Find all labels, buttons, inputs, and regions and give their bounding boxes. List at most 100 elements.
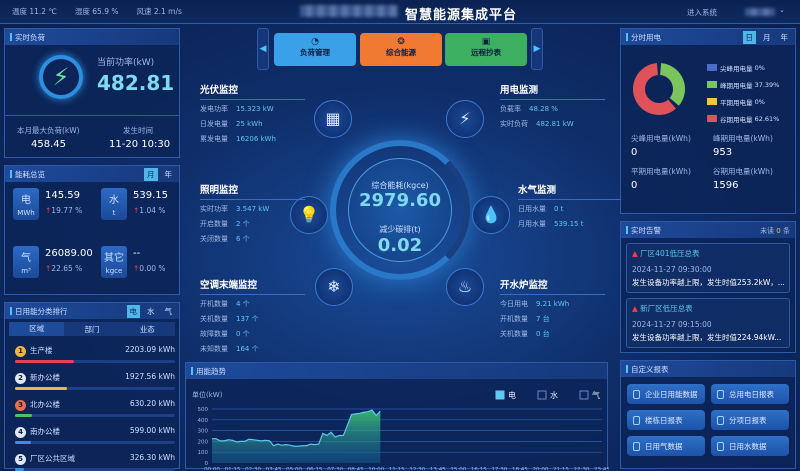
panel-title: 自定义报表 [621,361,795,377]
carbon-value: 0.02 [377,235,423,256]
overview-change: 22.65 % [51,264,83,273]
metric-row: 日用水量 0 t [518,205,564,213]
metric-row: 实时功率 3.547 kW [200,205,270,213]
temperature: 温度 11.2 ℃ [12,7,57,16]
integrated-energy-button[interactable]: ❂ 综合能源 [360,33,442,66]
tab-month[interactable]: 月 [144,168,158,181]
ranking-item: 4 南办公楼 599.00 kWh [5,426,179,444]
water-drop-icon: 💧 [472,196,510,234]
gauge-icon: ◔ [311,37,319,47]
legend-swatch [707,81,717,88]
ranking-value: 630.20 kWh [129,399,175,408]
tab-gas[interactable]: 气 [164,307,173,316]
realtime-load-panel: 实时负荷 ⚡ 当前功率(kW) 482.81 本月最大负荷(kW) 458.45… [4,28,180,158]
y-tick-label: 400 [198,418,209,424]
report-button[interactable]: 日用气数据 [627,436,705,456]
tab-electric[interactable]: 电 [126,305,140,318]
report-button[interactable]: 分项日报表 [711,410,789,430]
rank-medal-icon: 3 [15,400,26,411]
metric-row: 今日用电 9.21 kWh [500,300,570,308]
tab-year[interactable]: 年 [780,33,789,42]
legend-checkbox[interactable] [579,390,589,400]
y-tick-label: 0 [205,461,209,467]
metric-row: 开启数量 2 个 [200,220,250,228]
wind-speed: 风速 2.1 m/s [136,7,182,16]
report-button[interactable]: 企业日用能数据 [627,384,705,404]
subtab-business[interactable]: 业态 [139,324,155,334]
tab-month[interactable]: 月 [763,33,771,42]
overview-item: 电 MWh 145.59 ↑19.77 % [13,188,82,220]
legend-label: 气 [592,390,600,400]
panel-title: 日用能分类排行 [15,306,68,316]
custom-report-panel: 自定义报表 企业日用能数据 总用电日报表 楼栋日报表 分项日报表 日用气数据 日用水数据 [620,360,796,469]
ranking-item: 3 北办公楼 630.20 kWh [5,399,179,417]
section-title: 用电监测 [500,82,605,100]
donut-slice [633,63,676,115]
legend-checkbox[interactable] [495,390,505,400]
alarm-item[interactable]: ▲ 厂区401低压总表 2024-11-27 09:30:00 发生设备功率越上限，… [626,243,790,293]
load-management-button[interactable]: ◔ 负荷管理 [274,33,356,66]
up-arrow-icon: ↑ [45,264,52,273]
metric-row: 发电功率 15.323 kW [200,105,274,113]
boiler-icon: ♨ [446,268,484,306]
solar-panel-icon: ▦ [314,100,352,138]
ranking-bar [15,441,175,444]
y-tick-label: 300 [198,429,209,435]
report-button[interactable]: 楼栋日报表 [627,410,705,430]
metric-row: 故障数量 0 个 [200,330,250,338]
ranking-name: 新办公楼 [30,373,60,382]
metric-row: 日发电量 25 kWh [200,120,263,128]
series-line [212,409,381,447]
prev-arrow-button[interactable]: ◀ [257,28,269,70]
page-title: 智慧能源集成平台 [405,8,518,23]
legend-checkbox[interactable] [537,390,547,400]
energy-trend-panel: 用能趋势 单位(kW) 0 100 200 300 400 500 00:00 01:15 02:… [185,362,609,470]
elec-monitor-section: 用电监测 负载率 48.28 % 实时负荷 482.81 kW [500,82,605,134]
next-arrow-button[interactable]: ▶ [531,28,543,70]
subtab-department[interactable]: 部门 [84,324,100,334]
y-tick-label: 500 [198,407,209,413]
max-load: 458.45 [31,139,66,150]
tou-donut-chart [633,63,685,115]
legend-swatch [707,98,717,105]
metric-row: 未知数量 164 个 [200,345,259,353]
legend-item: 谷期用电量 62.61% [707,110,779,127]
metric-row: 开机数量 4 个 [200,300,250,308]
unread-unit: 条 [783,227,790,235]
overview-change: 0.00 % [139,264,166,273]
overview-value: 539.15 [133,190,168,201]
tab-day[interactable]: 日 [742,31,756,44]
water-monitor-section: 水气监测 日用水量 0 t 月用水量 539.15 t [518,182,623,234]
energy-value: 2979.60 [359,190,441,211]
chevron-down-icon[interactable]: ⌄ [779,6,785,14]
report-button[interactable]: 日用水数据 [711,436,789,456]
user-menu[interactable] [745,8,775,16]
energy-label: 综合能耗(kgce) [371,181,429,190]
occur-time-label: 发生时间 [123,126,153,135]
legend-swatch [707,115,717,122]
section-title: 光伏监控 [200,82,305,100]
meter-icon: ▣ [481,37,491,47]
ranking-name: 生产楼 [30,346,53,355]
humidity: 湿度 65.9 % [74,7,119,16]
power-label: 当前功率(kW) [97,58,155,68]
tab-water[interactable]: 水 [147,307,155,316]
category-badge: 电 MWh [13,188,39,220]
ranking-bar [15,360,175,363]
overview-value: 145.59 [45,190,80,201]
remote-meter-button[interactable]: ▣ 远程抄表 [445,33,527,66]
subtab-area[interactable]: 区域 [9,322,65,336]
alarm-item[interactable]: ▲ 新厂区低压总表 2024-11-27 09:15:00 发生设备功率越上限，发生… [626,298,790,348]
report-button[interactable]: 总用电日报表 [711,384,789,404]
lightning-icon: ⚡ [39,55,83,99]
ranking-name: 厂区公共区域 [30,454,75,463]
tou-stat: 谷期用电量(kWh) 1596 [713,167,773,191]
tab-year[interactable]: 年 [164,170,173,179]
rank-medal-icon: 5 [15,454,26,465]
enter-system-link[interactable]: 进入系统 [687,8,717,17]
panel-title: 分时用电 [631,32,661,42]
unread-count: 0 [776,227,781,235]
legend-item: 平期用电量 0% [707,93,779,110]
rank-medal-icon: 1 [15,346,26,357]
